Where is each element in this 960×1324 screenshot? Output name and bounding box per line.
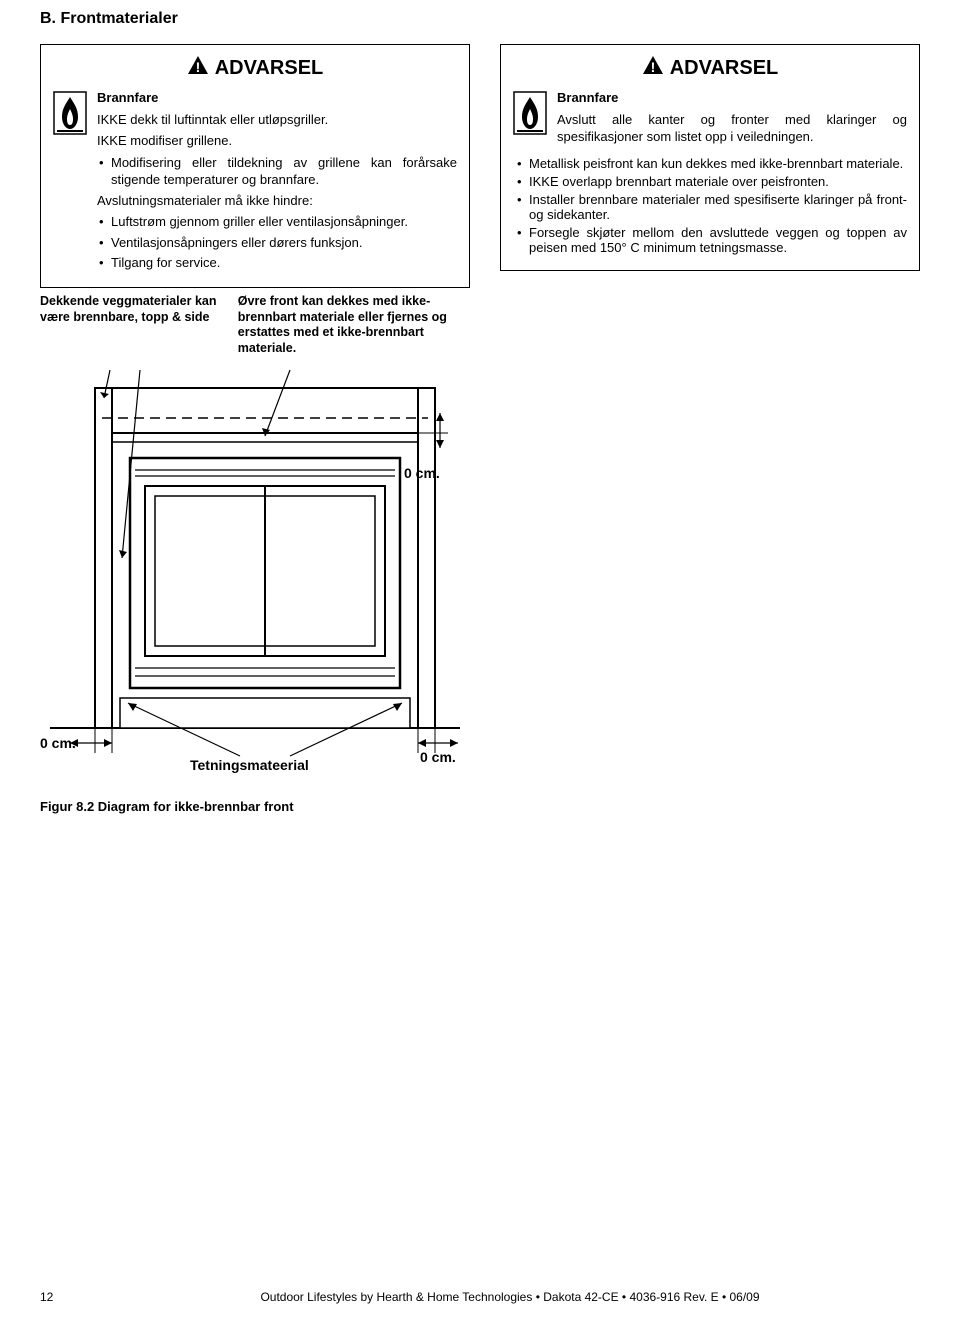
warn-bullet: Ventilasjonsåpningers eller dørers funks… bbox=[97, 234, 457, 252]
svg-text:0 cm.: 0 cm. bbox=[40, 735, 76, 751]
warning-box-left: ! ADVARSEL Brannfare IKKE dekk til lufti… bbox=[40, 44, 470, 288]
warn-line: Avslutningsmaterialer må ikke hindre: bbox=[97, 192, 457, 210]
figure-caption: Figur 8.2 Diagram for ikke-brennbar fron… bbox=[40, 799, 470, 814]
warn-bullet: IKKE overlapp brennbart materiale over p… bbox=[513, 174, 907, 189]
warn-bullet: Modifisering eller tildekning av grillen… bbox=[97, 154, 457, 189]
footer-text: Outdoor Lifestyles by Hearth & Home Tech… bbox=[60, 1290, 960, 1304]
sealant-label: Tetningsmateerial bbox=[190, 757, 309, 773]
svg-text:!: ! bbox=[650, 59, 655, 75]
right-column: ! ADVARSEL Brannfare Avslutt alle kanter… bbox=[500, 44, 920, 814]
warning-header-right: ! ADVARSEL bbox=[513, 55, 907, 81]
warning-triangle-icon: ! bbox=[187, 55, 209, 81]
flame-icon bbox=[53, 91, 87, 138]
warn-subhead: Brannfare bbox=[557, 89, 907, 107]
diagram-label-right: Øvre front kan dekkes med ikke-brennbart… bbox=[238, 294, 470, 357]
warning-text-left: Brannfare IKKE dekk til luftinntak eller… bbox=[97, 89, 457, 275]
diagram-label-left: Dekkende veggmaterialer kan være brennba… bbox=[40, 294, 238, 357]
warning-bullets-right: Metallisk peisfront kan kun dekkes med i… bbox=[513, 156, 907, 255]
warn-bullet: Metallisk peisfront kan kun dekkes med i… bbox=[513, 156, 907, 171]
svg-text:0 cm.: 0 cm. bbox=[420, 749, 456, 765]
dim-label: 0 cm. bbox=[404, 465, 440, 481]
warning-word: ADVARSEL bbox=[215, 57, 324, 80]
warning-box-right: ! ADVARSEL Brannfare Avslutt alle kanter… bbox=[500, 44, 920, 271]
page-number: 12 bbox=[0, 1290, 60, 1304]
warning-header-left: ! ADVARSEL bbox=[53, 55, 457, 81]
warn-bullet: Installer brennbare materialer med spesi… bbox=[513, 192, 907, 222]
left-column: ! ADVARSEL Brannfare IKKE dekk til lufti… bbox=[40, 44, 470, 814]
warning-triangle-icon: ! bbox=[642, 55, 664, 81]
warn-intro: Avslutt alle kanter og fronter med klari… bbox=[557, 111, 907, 146]
section-title: B. Frontmaterialer bbox=[40, 10, 920, 28]
warn-bullet: Forsegle skjøter mellom den avsluttede v… bbox=[513, 225, 907, 255]
warn-line: IKKE modifiser grillene. bbox=[97, 132, 457, 150]
warning-word: ADVARSEL bbox=[670, 57, 779, 80]
diagram-block: Dekkende veggmaterialer kan være brennba… bbox=[40, 294, 470, 815]
warn-line: IKKE dekk til luftinntak eller utløpsgri… bbox=[97, 111, 457, 129]
page-footer: 12 Outdoor Lifestyles by Hearth & Home T… bbox=[0, 1290, 960, 1304]
svg-text:!: ! bbox=[195, 59, 200, 75]
warn-bullet: Luftstrøm gjennom griller eller ventilas… bbox=[97, 213, 457, 231]
warning-text-right: Brannfare Avslutt alle kanter og fronter… bbox=[557, 89, 907, 150]
fireplace-diagram: 0 cm. 0 cm. 0 cm. Te bbox=[40, 358, 470, 778]
warn-bullet: Tilgang for service. bbox=[97, 254, 457, 272]
two-column-layout: ! ADVARSEL Brannfare IKKE dekk til lufti… bbox=[40, 44, 920, 814]
flame-icon bbox=[513, 91, 547, 138]
warn-subhead: Brannfare bbox=[97, 89, 457, 107]
